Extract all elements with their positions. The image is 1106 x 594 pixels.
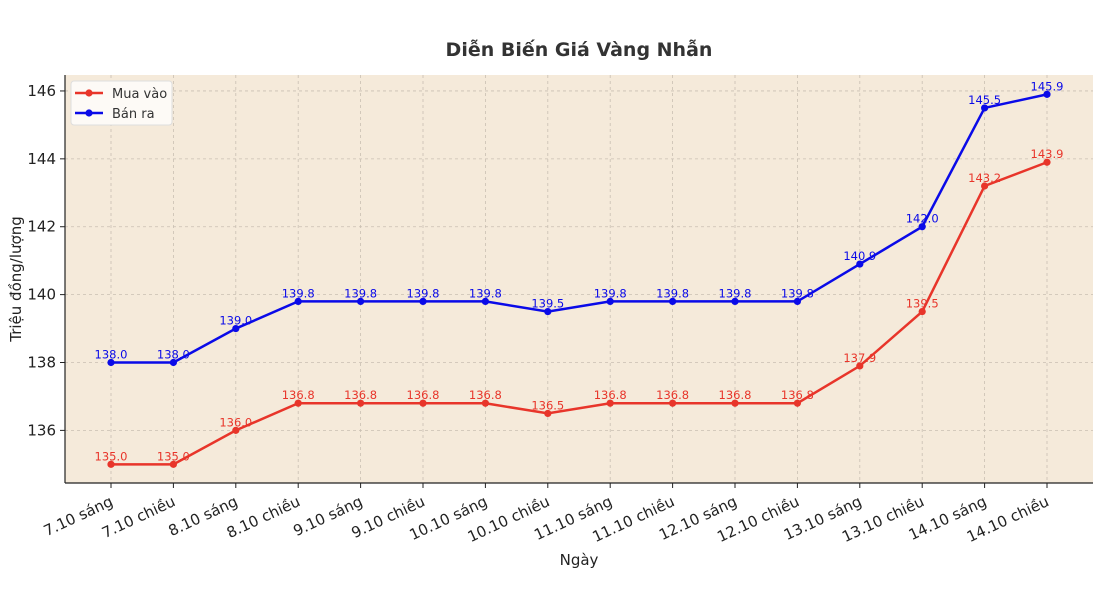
data-label-mua-vao: 137.9 bbox=[843, 351, 876, 365]
y-tick-label: 146 bbox=[27, 82, 56, 100]
data-point-ban-ra bbox=[918, 223, 926, 231]
data-label-mua-vao: 136.8 bbox=[469, 388, 502, 402]
data-label-mua-vao: 136.5 bbox=[531, 398, 564, 412]
data-point-ban-ra bbox=[107, 358, 115, 367]
y-tick-label: 142 bbox=[27, 218, 56, 236]
legend-marker-ban-ra bbox=[85, 109, 93, 117]
data-point-mua-vao bbox=[232, 426, 240, 434]
legend-label-ban-ra: Bán ra bbox=[112, 107, 155, 122]
y-axis-label: Triệu đồng/lượng bbox=[7, 216, 25, 342]
data-label-mua-vao: 135.0 bbox=[157, 449, 190, 463]
data-point-ban-ra bbox=[481, 297, 489, 306]
data-point-ban-ra bbox=[606, 297, 614, 306]
data-label-mua-vao: 135.0 bbox=[95, 449, 128, 463]
data-label-ban-ra: 145.5 bbox=[968, 93, 1001, 107]
data-label-mua-vao: 143.9 bbox=[1031, 147, 1064, 161]
data-point-ban-ra bbox=[1043, 90, 1051, 98]
data-label-mua-vao: 136.8 bbox=[781, 388, 814, 402]
data-label-mua-vao: 136.8 bbox=[344, 388, 377, 402]
data-point-mua-vao bbox=[918, 307, 926, 316]
y-tick-label: 140 bbox=[27, 286, 56, 304]
data-label-ban-ra: 139.8 bbox=[719, 286, 752, 300]
y-tick-label: 144 bbox=[27, 150, 56, 168]
data-point-ban-ra bbox=[669, 297, 677, 306]
y-tick-label: 136 bbox=[27, 421, 56, 439]
data-point-mua-vao bbox=[1043, 158, 1051, 166]
data-point-mua-vao bbox=[169, 460, 177, 468]
data-point-mua-vao bbox=[856, 362, 864, 370]
data-label-ban-ra: 139.5 bbox=[531, 297, 564, 311]
legend-label-mua-vao: Mua vào bbox=[112, 87, 167, 102]
data-point-ban-ra bbox=[731, 297, 739, 306]
data-point-ban-ra bbox=[981, 104, 989, 112]
data-label-mua-vao: 136.8 bbox=[594, 388, 627, 402]
series-line-ban-ra bbox=[111, 93, 1048, 364]
data-label-ban-ra: 138.0 bbox=[95, 348, 128, 362]
data-label-ban-ra: 142.0 bbox=[906, 212, 939, 226]
data-label-mua-vao: 136.8 bbox=[719, 388, 752, 402]
data-point-mua-vao bbox=[793, 399, 802, 407]
legend-marker-mua-vao bbox=[85, 89, 93, 97]
chart-title: Diễn Biến Giá Vàng Nhẫn bbox=[446, 37, 713, 61]
data-point-ban-ra bbox=[419, 297, 427, 306]
data-point-mua-vao bbox=[481, 399, 489, 407]
data-label-ban-ra: 139.8 bbox=[344, 286, 377, 300]
data-point-mua-vao bbox=[357, 399, 365, 407]
data-label-mua-vao: 143.2 bbox=[968, 171, 1001, 185]
x-axis-label: Ngày bbox=[560, 551, 599, 569]
data-point-ban-ra bbox=[294, 297, 302, 306]
data-point-ban-ra bbox=[793, 297, 802, 306]
data-point-ban-ra bbox=[357, 297, 365, 306]
data-label-ban-ra: 139.8 bbox=[407, 286, 440, 300]
data-label-mua-vao: 136.8 bbox=[407, 388, 440, 402]
data-label-mua-vao: 136.0 bbox=[219, 415, 252, 429]
data-point-mua-vao bbox=[669, 399, 677, 407]
data-label-ban-ra: 138.0 bbox=[157, 348, 190, 362]
data-point-mua-vao bbox=[107, 460, 115, 468]
data-label-ban-ra: 145.9 bbox=[1031, 79, 1064, 93]
data-label-mua-vao: 136.8 bbox=[282, 388, 315, 402]
data-label-ban-ra: 139.8 bbox=[656, 286, 689, 300]
plot-background bbox=[65, 75, 1093, 483]
data-label-ban-ra: 139.8 bbox=[781, 286, 814, 300]
data-point-mua-vao bbox=[606, 399, 614, 407]
data-point-ban-ra bbox=[544, 307, 552, 316]
data-label-mua-vao: 139.5 bbox=[906, 297, 939, 311]
y-tick-label: 138 bbox=[27, 354, 56, 372]
data-label-ban-ra: 139.8 bbox=[594, 286, 627, 300]
data-point-mua-vao bbox=[981, 182, 989, 190]
data-label-ban-ra: 139.0 bbox=[219, 314, 252, 328]
data-point-ban-ra bbox=[169, 358, 177, 367]
legend: Mua vào Bán ra bbox=[70, 80, 173, 126]
data-point-mua-vao bbox=[294, 399, 302, 407]
data-point-mua-vao bbox=[544, 409, 552, 418]
data-point-ban-ra bbox=[856, 260, 864, 268]
data-point-mua-vao bbox=[419, 399, 427, 407]
data-label-ban-ra: 139.8 bbox=[282, 286, 315, 300]
data-label-ban-ra: 140.9 bbox=[843, 249, 876, 263]
series-line-mua-vao bbox=[111, 161, 1048, 466]
data-point-mua-vao bbox=[731, 399, 739, 407]
data-label-ban-ra: 139.8 bbox=[469, 286, 502, 300]
data-point-ban-ra bbox=[232, 324, 240, 333]
data-label-mua-vao: 136.8 bbox=[656, 388, 689, 402]
